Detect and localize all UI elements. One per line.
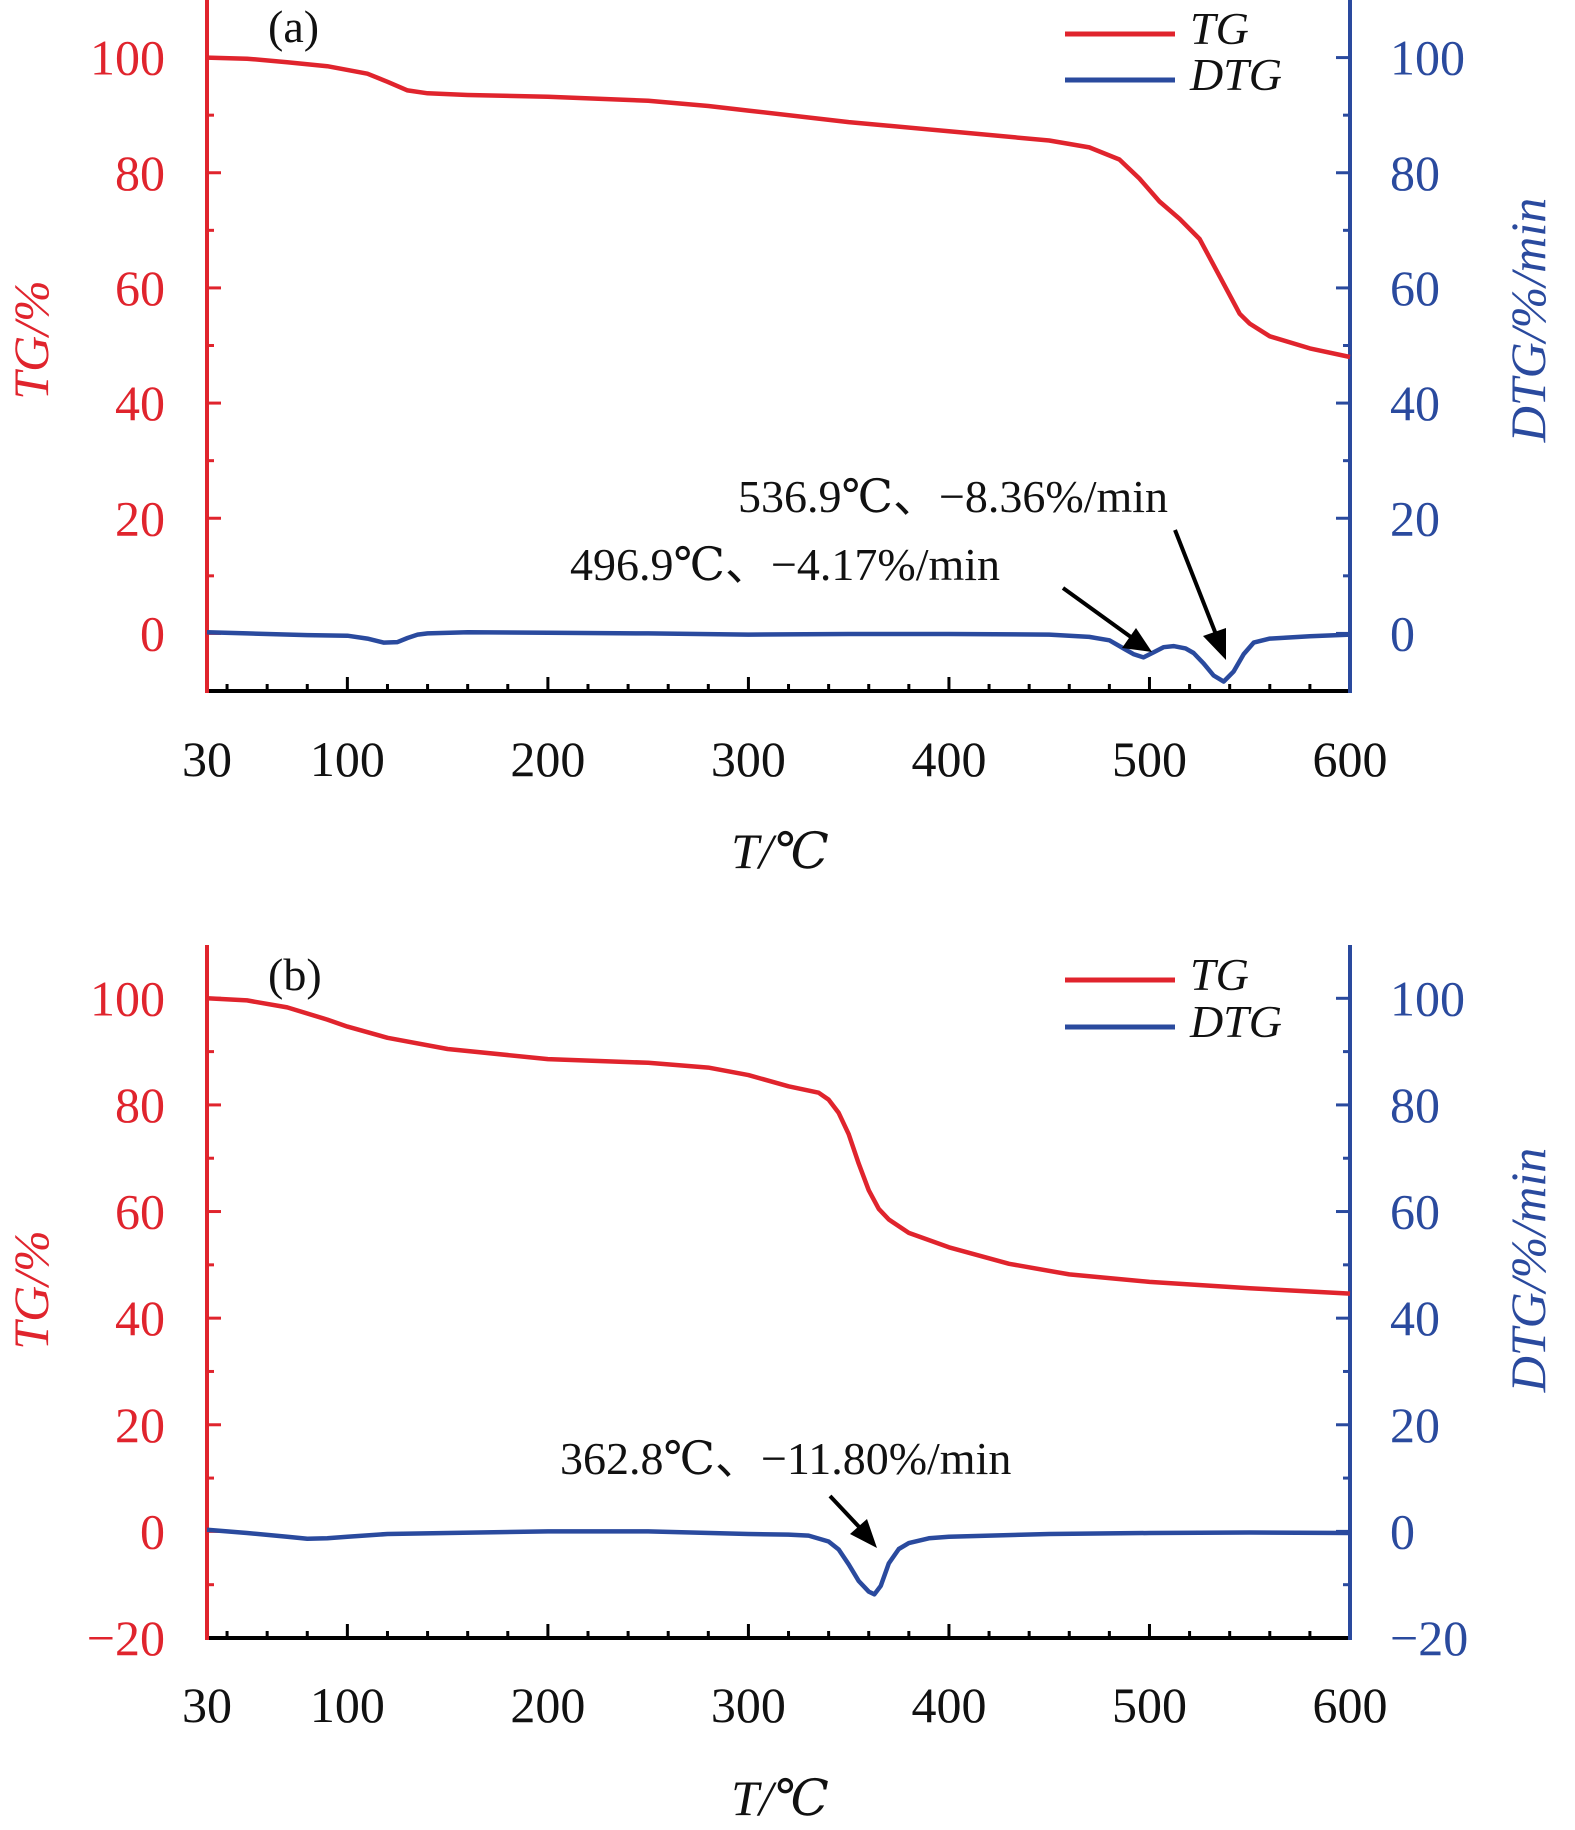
left-y-tick-label: 40 (115, 375, 165, 431)
right-y-tick-label: 60 (1390, 1184, 1440, 1240)
tg-line (206, 55, 1351, 360)
right-y-tick-label: 0 (1390, 1503, 1415, 1559)
annotation-arrowhead (1122, 628, 1152, 652)
left-y-axis-title: TG/% (3, 1230, 59, 1349)
annotation-arrow (1061, 586, 1137, 642)
dtg-line (206, 630, 1351, 684)
x-tick-label: 300 (711, 1677, 786, 1733)
x-tick-label: 600 (1313, 1677, 1388, 1733)
right-y-tick-label: 100 (1390, 30, 1465, 86)
left-y-tick-label: 20 (115, 490, 165, 546)
left-y-tick-label: −20 (87, 1610, 165, 1666)
left-y-tick-label: 20 (115, 1397, 165, 1453)
legend: TG DTG (1065, 3, 1282, 100)
annotation-arrowhead (1203, 628, 1226, 660)
right-y-tick-label: 40 (1390, 1290, 1440, 1346)
left-y-tick-label: 60 (115, 260, 165, 316)
x-tick-label: 600 (1313, 731, 1388, 787)
right-y-axis-title: DTG/%/min (1500, 1148, 1556, 1393)
dtg-line (206, 1527, 1351, 1597)
annotation-label: 536.9℃、−8.36%/min (738, 471, 1168, 522)
left-y-ticks: −20 0 20 40 60 80 100 (87, 970, 221, 1666)
right-y-axis-title: DTG/%/min (1500, 198, 1556, 443)
left-y-ticks: 0 20 40 60 80 100 (90, 30, 221, 661)
x-tick-label: 400 (911, 731, 986, 787)
left-y-tick-label: 40 (115, 1290, 165, 1346)
left-y-tick-label: 80 (115, 1077, 165, 1133)
annotation-arrow (1173, 529, 1221, 643)
annotation-label: 362.8℃、−11.80%/min (560, 1433, 1011, 1484)
left-y-tick-label: 80 (115, 145, 165, 201)
legend-dtg-label: DTG (1189, 996, 1282, 1047)
annotation-peak-362: 362.8℃、−11.80%/min (560, 1433, 1011, 1548)
x-tick-label: 30 (182, 1677, 232, 1733)
x-tick-label: 30 (182, 731, 232, 787)
x-ticks: 30 100 200 300 400 500 600 (182, 1624, 1388, 1733)
panel-label: (a) (268, 1, 319, 52)
right-y-tick-label: 80 (1390, 145, 1440, 201)
x-tick-label: 400 (911, 1677, 986, 1733)
left-y-tick-label: 100 (90, 30, 165, 86)
x-tick-label: 300 (711, 731, 786, 787)
x-axis-title: T/℃ (731, 823, 829, 879)
right-y-tick-label: −20 (1390, 1610, 1468, 1666)
left-y-axis-title: TG/% (3, 280, 59, 399)
annotation-peak-536: 536.9℃、−8.36%/min (738, 471, 1226, 660)
right-y-tick-label: 40 (1390, 375, 1440, 431)
x-tick-label: 100 (310, 731, 385, 787)
legend-tg-label: TG (1190, 3, 1249, 54)
annotation-arrow (828, 1494, 864, 1532)
right-y-tick-label: 0 (1390, 605, 1415, 661)
right-y-tick-label: 20 (1390, 490, 1440, 546)
annotation-peak-496: 496.9℃、−4.17%/min (570, 539, 1152, 652)
left-y-tick-label: 0 (140, 1503, 165, 1559)
x-tick-label: 500 (1112, 731, 1187, 787)
x-tick-label: 500 (1112, 1677, 1187, 1733)
x-axis-title: T/℃ (731, 1770, 829, 1826)
panel-a: 30 100 200 300 400 500 600 0 20 40 60 80 100 0 20 40 6… (3, 0, 1556, 879)
tg-line (206, 996, 1351, 1296)
x-tick-label: 200 (510, 731, 585, 787)
right-y-ticks: 0 20 40 60 80 100 (1336, 30, 1465, 661)
right-y-ticks: −20 0 20 40 60 80 100 (1336, 970, 1468, 1666)
left-y-tick-label: 100 (90, 970, 165, 1026)
right-y-tick-label: 100 (1390, 970, 1465, 1026)
annotation-arrowhead (850, 1519, 877, 1548)
right-y-tick-label: 60 (1390, 260, 1440, 316)
x-tick-label: 100 (310, 1677, 385, 1733)
legend: TG DTG (1065, 949, 1282, 1047)
x-ticks: 30 100 200 300 400 500 600 (182, 677, 1388, 787)
annotation-label: 496.9℃、−4.17%/min (570, 539, 1000, 590)
x-tick-label: 200 (510, 1677, 585, 1733)
legend-tg-label: TG (1190, 949, 1249, 1000)
panel-label: (b) (268, 949, 322, 1000)
left-y-tick-label: 60 (115, 1184, 165, 1240)
left-y-tick-label: 0 (140, 605, 165, 661)
legend-dtg-label: DTG (1189, 49, 1282, 100)
right-y-tick-label: 20 (1390, 1397, 1440, 1453)
right-y-tick-label: 80 (1390, 1077, 1440, 1133)
